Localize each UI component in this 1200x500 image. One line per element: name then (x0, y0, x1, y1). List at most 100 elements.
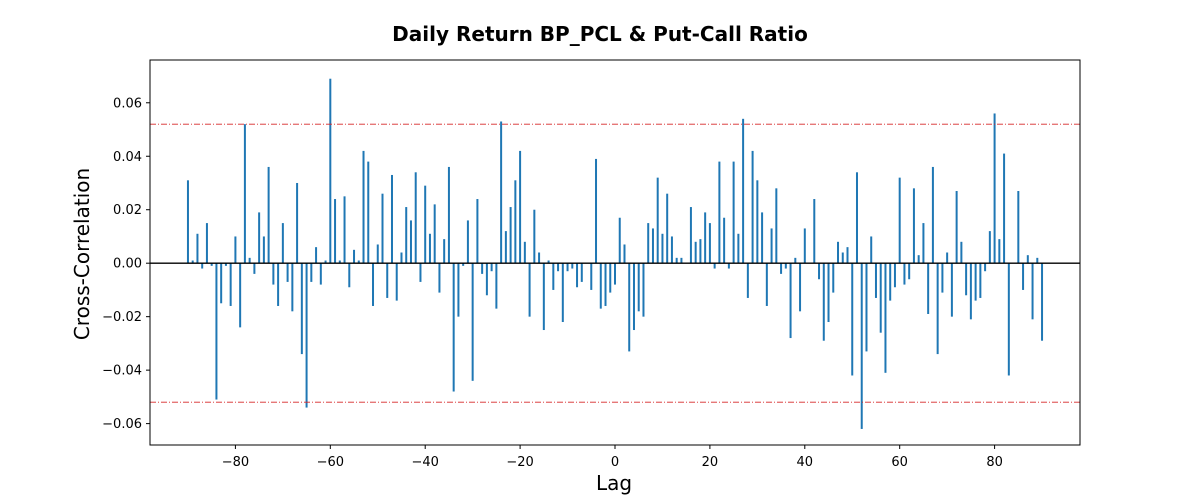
bar (960, 241, 963, 264)
y-tick-label: 0.04 (113, 150, 142, 165)
bar (566, 263, 569, 272)
bar (234, 236, 237, 264)
bar (367, 161, 370, 264)
bar (334, 199, 337, 264)
y-tick-label: 0.00 (113, 257, 142, 272)
bar (884, 263, 887, 373)
bar (803, 228, 806, 264)
bar (595, 158, 598, 264)
bar (742, 118, 745, 264)
bar (348, 263, 351, 288)
bar (628, 263, 631, 352)
bar (718, 161, 721, 264)
bar (879, 263, 882, 333)
bar (424, 185, 427, 264)
bar (775, 188, 778, 264)
bar (466, 220, 469, 264)
bar (395, 263, 398, 301)
bar (708, 223, 711, 264)
bar (1026, 255, 1029, 264)
bar (670, 236, 673, 264)
bar (329, 78, 332, 264)
bar (504, 231, 507, 264)
bar (1031, 263, 1034, 320)
bar (898, 177, 901, 264)
bar (523, 241, 526, 264)
bar (485, 263, 488, 296)
bar (305, 263, 308, 408)
bar (243, 124, 246, 264)
y-tick-label: −0.06 (102, 417, 142, 432)
bar (998, 239, 1001, 264)
bar (614, 263, 616, 285)
x-axis: −80 −60 −40 −20 0 20 40 60 80 (222, 445, 1003, 470)
bar (433, 204, 436, 264)
bar (946, 252, 949, 264)
bar (443, 239, 446, 264)
bar (756, 180, 759, 264)
bar (281, 223, 284, 264)
bar (547, 260, 550, 264)
bar (300, 263, 303, 355)
bar (205, 223, 208, 264)
bar (372, 263, 375, 306)
bar (813, 199, 816, 264)
bar (851, 263, 854, 376)
bar (950, 263, 953, 317)
bar (893, 263, 896, 288)
bar (727, 263, 730, 269)
bar (870, 236, 873, 264)
bar (675, 257, 678, 264)
bar (618, 217, 621, 264)
bar (860, 263, 863, 429)
bar (637, 263, 640, 312)
bar (386, 263, 389, 298)
bar (267, 166, 270, 264)
bar (210, 263, 213, 266)
bar (988, 231, 991, 264)
bar (519, 150, 522, 264)
bar (651, 228, 654, 264)
bar (362, 150, 365, 264)
x-tick-label: −20 (506, 455, 533, 470)
y-tick-label: 0.02 (113, 203, 142, 218)
bar (855, 172, 858, 264)
bar (357, 260, 360, 264)
bar (931, 166, 934, 264)
bar (1017, 191, 1020, 264)
bar (462, 263, 465, 266)
bar (941, 263, 944, 293)
bar (272, 263, 275, 285)
bar (623, 244, 626, 264)
bar (846, 247, 849, 264)
bar (191, 260, 194, 264)
bar (993, 113, 996, 264)
bar (315, 247, 318, 264)
bar (889, 263, 892, 301)
x-tick-label: −40 (411, 455, 438, 470)
bar (1003, 153, 1006, 264)
bar (495, 263, 498, 309)
bar (604, 263, 607, 306)
x-tick-label: 80 (986, 455, 1003, 470)
bar (490, 263, 493, 272)
bar (258, 212, 261, 264)
bar (713, 263, 716, 269)
bar (447, 166, 450, 264)
bar (400, 252, 403, 264)
y-axis-label: Cross-Correlation (70, 168, 94, 340)
bar (974, 263, 977, 301)
bar (291, 263, 294, 312)
bar (609, 263, 612, 293)
bar (262, 236, 265, 264)
bar (296, 182, 299, 264)
bar (841, 252, 844, 264)
bar (746, 263, 749, 298)
bar (319, 263, 322, 285)
bar (917, 255, 920, 264)
plot-frame (149, 59, 1081, 446)
bar (1036, 257, 1039, 264)
bar (533, 209, 536, 264)
y-tick-label: 0.06 (113, 96, 142, 111)
